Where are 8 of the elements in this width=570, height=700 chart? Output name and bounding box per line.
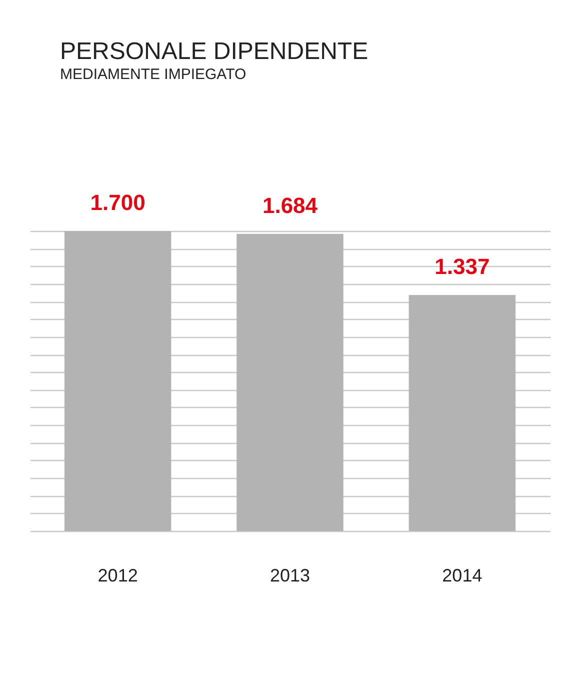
x-tick-label: 2012 [98,566,138,586]
data-label: 1.684 [262,192,318,218]
data-label: 1.337 [434,254,490,280]
chart-title: PERSONALE DIPENDENTE [60,38,368,65]
x-tick-label: 2014 [442,566,482,586]
chart-subtitle: MEDIAMENTE IMPIEGATO [60,66,246,83]
x-tick-label: 2013 [270,566,310,586]
data-label: 1.700 [90,190,146,215]
